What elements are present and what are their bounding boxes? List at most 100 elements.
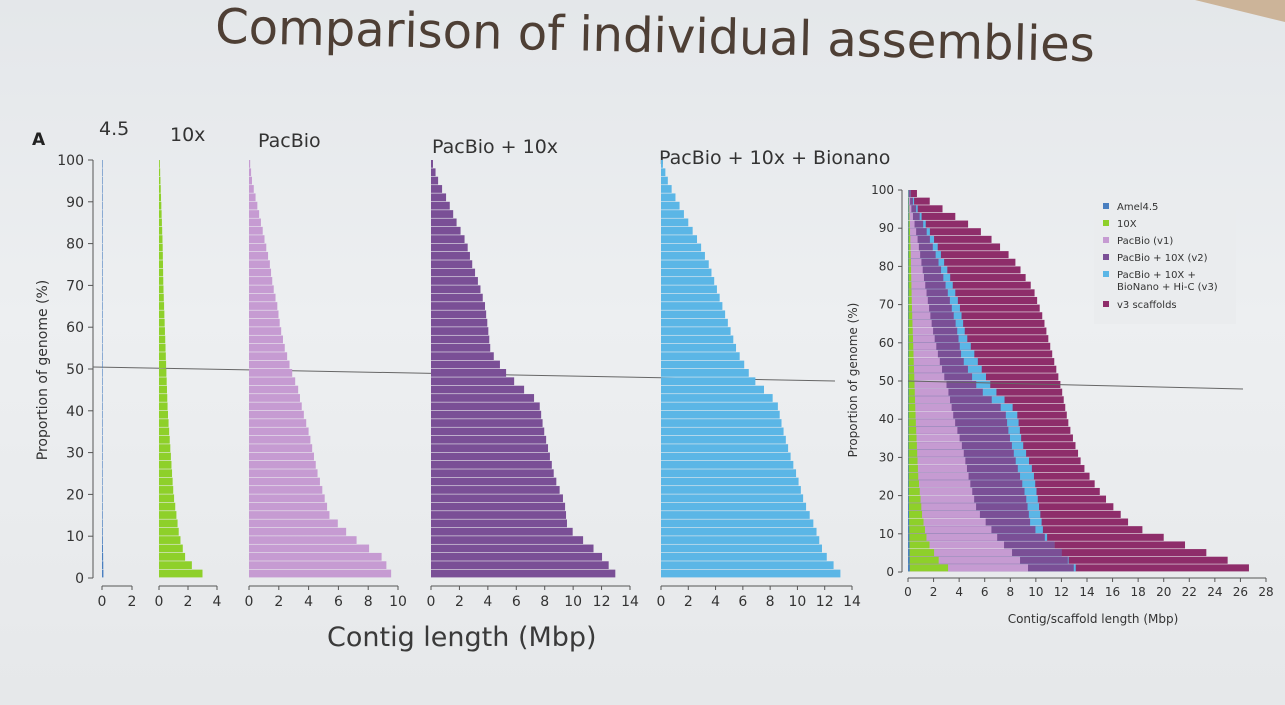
- series-2-bar: [908, 312, 954, 320]
- panel-3-x-tick-label: 12: [593, 594, 611, 610]
- series-3-bar: [908, 212, 913, 220]
- panel-2-bar: [249, 385, 299, 394]
- series-3-bar: [908, 549, 1013, 557]
- panel-4-x-tick-label: 0: [657, 594, 666, 610]
- panel-4-bar: [661, 352, 740, 361]
- panel-1-bar: [159, 486, 174, 494]
- legend-label: PacBio + 10X (v2): [1117, 253, 1208, 264]
- panel-2-bar: [249, 226, 263, 235]
- series-4-bar: [908, 243, 911, 251]
- series-3-bar: [908, 205, 912, 213]
- series-5-bar: [908, 243, 909, 251]
- series-4-bar: [908, 205, 910, 213]
- panel-0-bar: [102, 536, 103, 544]
- series-3-bar: [908, 541, 1005, 549]
- left-y-tick-label: 70: [66, 278, 84, 294]
- series-5-bar: [908, 251, 909, 259]
- legend-swatch: [1103, 237, 1109, 243]
- series-0-bar: [908, 190, 917, 198]
- combined-x-tick-label: 18: [1131, 585, 1146, 599]
- series-5-bar: [908, 281, 909, 289]
- panel-3-bar: [431, 410, 542, 419]
- series-5-bar: [908, 510, 910, 518]
- panel-1-bar: [159, 268, 164, 277]
- combined-y-tick-label: 10: [879, 527, 894, 541]
- panel-0-bar: [102, 302, 103, 310]
- series-2-bar: [908, 281, 946, 289]
- series-4-bar: [908, 465, 918, 473]
- panel-3-bar: [431, 527, 573, 536]
- series-5-bar: [908, 472, 909, 480]
- panel-title-pacbio-10x: PacBio + 10x: [432, 136, 559, 158]
- panel-3-bar: [431, 318, 488, 327]
- combined-x-tick-label: 10: [1028, 585, 1043, 599]
- series-4-bar: [908, 457, 918, 465]
- panel-3-bar: [431, 544, 594, 553]
- series-5-bar: [908, 350, 909, 358]
- panel-0-bar: [102, 310, 103, 319]
- panel-2-bar: [249, 486, 323, 494]
- left-y-tick-label: 50: [66, 362, 84, 378]
- panel-4-bar: [661, 410, 780, 419]
- panel-2-x-tick-label: 10: [389, 594, 407, 610]
- combined-x-tick-label: 4: [955, 585, 963, 599]
- panel-4-bar: [661, 536, 820, 544]
- series-4-bar: [908, 358, 914, 366]
- series-3-bar: [908, 319, 932, 327]
- series-3-bar: [908, 487, 973, 495]
- panel-0-bar: [102, 226, 103, 235]
- panel-3-bar: [431, 552, 603, 561]
- panel-3-bar: [431, 243, 468, 252]
- panel-label: A: [32, 130, 46, 150]
- series-4-bar: [908, 556, 939, 564]
- series-2-bar: [908, 274, 944, 282]
- series-0-bar: [908, 228, 981, 236]
- panel-2-bar: [249, 235, 265, 243]
- panel-4-bar: [661, 310, 726, 319]
- panel-3-bar: [431, 310, 487, 319]
- panel-0-bar: [102, 377, 103, 386]
- panel-4-bar: [661, 377, 756, 386]
- legend-swatch: [1103, 301, 1109, 307]
- panel-1-bar: [159, 176, 161, 185]
- series-5-bar: [908, 396, 909, 404]
- legend-label: 10X: [1117, 219, 1137, 230]
- panel-2-bar: [249, 193, 256, 202]
- panel-3-bar: [431, 511, 567, 519]
- series-4-bar: [908, 533, 927, 541]
- panel-2-bar: [249, 335, 283, 344]
- panel-4-x-tick-label: 10: [789, 594, 807, 610]
- series-5-bar: [908, 319, 909, 327]
- series-5-bar: [908, 449, 909, 457]
- series-5-bar: [908, 419, 909, 427]
- panel-0-bar: [102, 360, 103, 369]
- series-0-bar: [908, 350, 1053, 358]
- panel-0-bar: [102, 235, 103, 243]
- panel-4-bar: [661, 176, 668, 185]
- series-3-bar: [908, 220, 915, 228]
- series-4-bar: [908, 434, 917, 442]
- series-3-bar: [908, 327, 934, 335]
- panel-3-bar: [431, 260, 473, 269]
- series-5-bar: [908, 266, 909, 274]
- series-5-bar: [908, 205, 909, 213]
- panel-1-bar: [159, 427, 170, 436]
- series-2-bar: [908, 411, 1006, 419]
- left-y-tick-label: 10: [66, 529, 84, 545]
- series-4-bar: [908, 487, 920, 495]
- series-5-bar: [908, 228, 909, 236]
- series-5-bar: [908, 388, 909, 396]
- series-4-bar: [908, 510, 923, 518]
- panel-1-bar: [159, 369, 167, 377]
- series-3: [908, 190, 1029, 572]
- series-0-bar: [908, 197, 930, 205]
- series-4-bar: [908, 212, 910, 220]
- panel-1-x-tick-label: 4: [213, 594, 222, 610]
- series-4-bar: [908, 373, 915, 381]
- panel-1-bar: [159, 502, 176, 511]
- combined-y-tick-label: 100: [871, 183, 894, 197]
- series-5-bar: [908, 365, 909, 373]
- combined-y-tick-label: 30: [879, 450, 894, 464]
- combined-x-tick-label: 12: [1054, 585, 1069, 599]
- combined-x-tick-label: 16: [1105, 585, 1120, 599]
